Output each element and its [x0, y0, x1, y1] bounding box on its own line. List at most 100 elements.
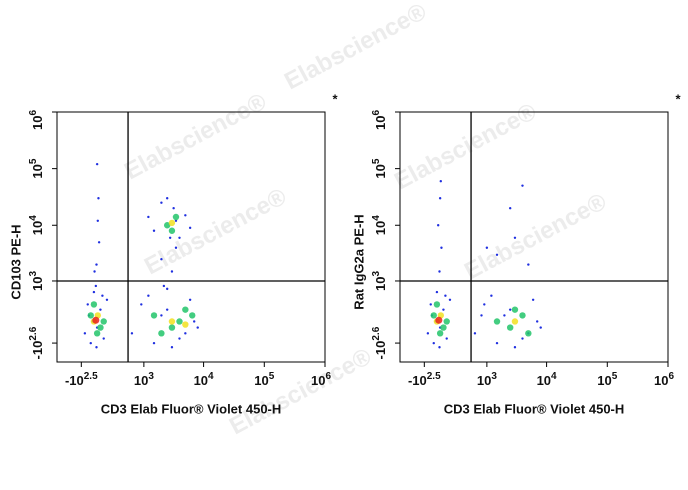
point [511, 306, 519, 313]
point [519, 312, 526, 319]
point [444, 294, 447, 297]
tick-exponent: 3 [148, 371, 154, 382]
point [442, 308, 445, 311]
point [188, 226, 192, 230]
watermark: Elabscience® [460, 188, 611, 285]
point [147, 294, 150, 297]
point [95, 263, 98, 266]
point [189, 312, 196, 319]
point [160, 201, 163, 204]
point [150, 312, 158, 319]
point [445, 337, 448, 340]
point [100, 318, 107, 325]
point [95, 346, 98, 349]
point [483, 303, 486, 306]
tick-exponent: 3 [491, 371, 497, 382]
point [176, 318, 183, 325]
point [165, 287, 169, 291]
point [101, 294, 104, 297]
point [508, 207, 512, 210]
point [426, 332, 430, 335]
tick-base: 10 [254, 373, 268, 388]
point [94, 284, 98, 288]
point [480, 314, 483, 317]
point [184, 214, 187, 217]
point [140, 303, 143, 306]
point [95, 162, 99, 166]
tick-label: 106 [654, 371, 674, 389]
tick-label: 104 [194, 371, 214, 389]
tick-base: 10 [30, 164, 45, 178]
point [99, 308, 102, 311]
tick-exponent: 3 [28, 271, 39, 277]
point [86, 303, 89, 306]
plot-frame [399, 111, 669, 363]
tick-base: 10 [30, 221, 45, 235]
tick-exponent: 2.6 [371, 326, 382, 340]
point [196, 326, 199, 329]
point [473, 332, 477, 335]
point [170, 270, 174, 273]
point [160, 314, 163, 317]
plot-frame [56, 111, 326, 363]
point [130, 332, 134, 335]
point [503, 314, 506, 317]
tick-base: 10 [597, 373, 611, 388]
point [436, 330, 444, 337]
tick-label: 103 [477, 371, 497, 389]
point [539, 326, 542, 329]
point [436, 224, 440, 227]
watermark: Elabscience® [280, 0, 431, 95]
point [440, 324, 447, 331]
point [521, 184, 524, 187]
tick-label: 105 [28, 158, 46, 178]
tick-label: -102.6 [28, 326, 46, 359]
tick-label: 105 [254, 371, 274, 389]
tick-exponent: 5 [612, 371, 618, 382]
point [495, 341, 499, 345]
point [495, 253, 499, 256]
tick-exponent: 6 [668, 371, 674, 382]
point [435, 290, 439, 294]
point [182, 321, 189, 328]
tick-base: -10 [30, 341, 45, 360]
point [93, 330, 101, 337]
point [90, 301, 98, 308]
point [152, 229, 156, 232]
point [174, 219, 178, 222]
tick-exponent: 2.6 [28, 326, 39, 340]
tick-exponent: 6 [371, 110, 382, 116]
tick-base: 10 [373, 116, 388, 130]
point [158, 330, 165, 337]
tick-base: 10 [194, 373, 208, 388]
tick-exponent: 4 [28, 215, 39, 221]
tick-label: 104 [28, 215, 46, 235]
tick-label: 104 [537, 371, 557, 389]
point [513, 346, 517, 349]
point [97, 324, 104, 331]
tick-exponent: 4 [551, 371, 557, 382]
point [188, 298, 192, 302]
point [521, 337, 524, 340]
tick-exponent: 6 [325, 371, 331, 382]
tick-base: -10 [65, 373, 84, 388]
tick-label: 103 [134, 371, 154, 389]
point [83, 332, 87, 335]
tick-base: 10 [311, 373, 325, 388]
point [527, 263, 530, 266]
point [535, 320, 539, 323]
point [433, 301, 441, 308]
point [96, 219, 99, 222]
point [493, 318, 501, 325]
tick-exponent: 2.5 [427, 371, 441, 382]
point [178, 337, 181, 340]
watermark: Elabscience® [120, 88, 271, 185]
point [429, 303, 432, 306]
tick-exponent: 4 [208, 371, 214, 382]
point [430, 312, 437, 319]
point [165, 308, 169, 311]
point [448, 298, 452, 302]
y-axis-label: CD103 PE-H [8, 224, 23, 299]
point [513, 236, 517, 240]
tick-exponent: 5 [28, 158, 39, 164]
